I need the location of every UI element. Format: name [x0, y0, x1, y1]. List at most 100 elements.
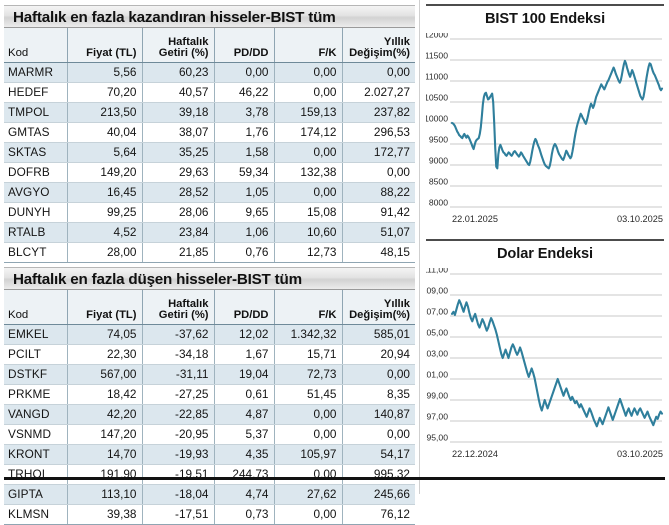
page-root: Haftalık en fazla kazandıran hisseler-BI…	[4, 0, 665, 525]
column-header-kod: Kod	[4, 28, 67, 63]
bottom-divider	[4, 477, 665, 480]
cell-kod: RTALB	[4, 222, 67, 243]
chart-block-dolar: Dolar Endeksi 111,00 109,00 107,00 105,00 103…	[426, 239, 664, 463]
column-header-yillik-degisim: Yıllık Değişim(%)	[341, 28, 415, 63]
cell-yillik-degisim: 8,35	[341, 384, 415, 405]
cell-yillik-degisim: 585,01	[341, 324, 415, 345]
cell-f-k: 0,00	[273, 504, 342, 525]
table-row[interactable]: TRHOL 191,90 -19,51 244,73 0,00 995,32	[4, 464, 415, 485]
y-axis-tick-label: 10500	[426, 93, 448, 103]
cell-pd-dd: 1,05	[213, 182, 274, 203]
cell-f-k: 159,13	[273, 102, 342, 123]
y-axis-tick-label: 111,00	[426, 268, 448, 275]
cell-fiyat: 567,00	[66, 364, 142, 385]
table-row[interactable]: SKTAS 5,64 35,25 1,58 0,00 172,77	[4, 142, 415, 163]
table-row[interactable]: AVGYO 16,45 28,52 1,05 0,00 88,22	[4, 182, 415, 203]
table-row[interactable]: GMTAS 40,04 38,07 1,76 174,12 296,53	[4, 122, 415, 143]
table-row[interactable]: KLMSN 39,38 -17,51 0,73 0,00 76,12	[4, 504, 415, 525]
cell-haftalik-getiri: -19,93	[141, 444, 214, 465]
cell-pd-dd: 4,87	[213, 404, 274, 425]
series-line-dolar	[450, 299, 664, 428]
table-header-row: Kod Fiyat (TL) Haftalık Getiri (%) PD/DD F…	[4, 28, 415, 63]
cell-haftalik-getiri: -18,04	[141, 484, 214, 505]
cell-pd-dd: 4,35	[213, 444, 274, 465]
table-row[interactable]: KRONT 14,70 -19,93 4,35 105,97 54,17	[4, 444, 415, 465]
cell-fiyat: 16,45	[66, 182, 142, 203]
table-row[interactable]: EMKEL 74,05 -37,62 12,02 1.342,32 585,01	[4, 324, 415, 345]
cell-yillik-degisim: 237,82	[341, 102, 415, 123]
cell-yillik-degisim: 0,00	[341, 364, 415, 385]
cell-fiyat: 149,20	[66, 162, 142, 183]
table-row[interactable]: RTALB 4,52 23,84 1,06 10,60 51,07	[4, 222, 415, 243]
cell-f-k: 10,60	[273, 222, 342, 243]
chart-top-rule	[426, 239, 664, 241]
cell-pd-dd: 1,67	[213, 344, 274, 365]
cell-fiyat: 22,30	[66, 344, 142, 365]
table-row[interactable]: BLCYT 28,00 21,85 0,76 12,73 48,15	[4, 242, 415, 263]
cell-haftalik-getiri: 60,23	[141, 62, 214, 83]
table-row[interactable]: HEDEF 70,20 40,57 46,22 0,00 2.027,27	[4, 82, 415, 103]
table-row[interactable]: VANGD 42,20 -22,85 4,87 0,00 140,87	[4, 404, 415, 425]
cell-yillik-degisim: 0,00	[341, 424, 415, 445]
column-header-line2: Fiyat (TL)	[86, 47, 137, 60]
table-row[interactable]: DUNYH 99,25 28,06 9,65 15,08 91,42	[4, 202, 415, 223]
chart-block-bist100: BIST 100 Endeksi 12000 11500 11000 10500 1000…	[426, 4, 664, 228]
column-header-f-k: F/K	[273, 28, 342, 63]
column-header-line2: Kod	[8, 47, 29, 60]
cell-yillik-degisim: 172,77	[341, 142, 415, 163]
cell-kod: BLCYT	[4, 242, 67, 263]
cell-haftalik-getiri: -22,85	[141, 404, 214, 425]
column-header-line2: Getiri (%)	[158, 47, 209, 60]
table-row[interactable]: MARMR 5,56 60,23 0,00 0,00 0,00	[4, 62, 415, 83]
cell-yillik-degisim: 88,22	[341, 182, 415, 203]
stock-table-losers: Kod Fiyat (TL) Haftalık Getiri (%) PD/DD F…	[4, 290, 415, 525]
table-row[interactable]: DSTKF 567,00 -31,11 19,04 72,73 0,00	[4, 364, 415, 385]
cell-yillik-degisim: 995,32	[341, 464, 415, 485]
y-axis-tick-label: 11000	[426, 72, 448, 82]
cell-pd-dd: 1,76	[213, 122, 274, 143]
cell-kod: MARMR	[4, 62, 67, 83]
y-axis-tick-label: 107,00	[426, 307, 448, 317]
table-row[interactable]: TMPOL 213,50 39,18 3,78 159,13 237,82	[4, 102, 415, 123]
cell-kod: EMKEL	[4, 324, 67, 345]
table-row[interactable]: DOFRB 149,20 29,63 59,34 132,38 0,00	[4, 162, 415, 183]
y-axis-tick-label: 101,00	[426, 370, 448, 380]
column-header-line1: Haftalık	[168, 297, 209, 310]
column-header-line2: F/K	[318, 47, 337, 60]
column-header-line2: F/K	[318, 309, 337, 322]
cell-pd-dd: 59,34	[213, 162, 274, 183]
chart-title-dolar: Dolar Endeksi	[496, 246, 594, 262]
chart-top-rule	[426, 4, 664, 6]
cell-pd-dd: 0,61	[213, 384, 274, 405]
cell-haftalik-getiri: 28,52	[141, 182, 214, 203]
cell-f-k: 0,00	[273, 142, 342, 163]
stock-table-gainers: Kod Fiyat (TL) Haftalık Getiri (%) PD/DD F…	[4, 28, 415, 263]
table-row[interactable]: VSNMD 147,20 -20,95 5,37 0,00 0,00	[4, 424, 415, 445]
column-header-line2: PD/DD	[233, 309, 269, 322]
table-row[interactable]: GIPTA 113,10 -18,04 4,74 27,62 245,66	[4, 484, 415, 505]
column-header-line2: Kod	[8, 309, 29, 322]
cell-fiyat: 28,00	[66, 242, 142, 263]
y-axis-tick-label: 12000	[426, 33, 448, 40]
table-header-row: Kod Fiyat (TL) Haftalık Getiri (%) PD/DD F…	[4, 290, 415, 325]
table-row[interactable]: PRKME 18,42 -27,25 0,61 51,45 8,35	[4, 384, 415, 405]
cell-kod: VANGD	[4, 404, 67, 425]
cell-f-k: 15,71	[273, 344, 342, 365]
column-header-line1: Yıllık	[383, 297, 410, 310]
y-axis-tick-label: 95,00	[426, 433, 448, 443]
tables-column: Haftalık en fazla kazandıran hisseler-BI…	[4, 5, 415, 525]
panel-title-losers: Haftalık en fazla düşen hisseler-BIST tü…	[4, 267, 415, 290]
column-header-fiyat: Fiyat (TL)	[66, 290, 142, 325]
cell-kod: SKTAS	[4, 142, 67, 163]
cell-pd-dd: 5,37	[213, 424, 274, 445]
cell-fiyat: 213,50	[66, 102, 142, 123]
cell-fiyat: 99,25	[66, 202, 142, 223]
y-axis-tick-label: 103,00	[426, 349, 448, 359]
y-axis-tick-label: 11500	[426, 51, 448, 61]
table-row[interactable]: PCILT 22,30 -34,18 1,67 15,71 20,94	[4, 344, 415, 365]
cell-pd-dd: 0,00	[213, 62, 274, 83]
cell-f-k: 1.342,32	[273, 324, 342, 345]
cell-yillik-degisim: 0,00	[341, 162, 415, 183]
cell-kod: KLMSN	[4, 504, 67, 525]
cell-haftalik-getiri: -31,11	[141, 364, 214, 385]
